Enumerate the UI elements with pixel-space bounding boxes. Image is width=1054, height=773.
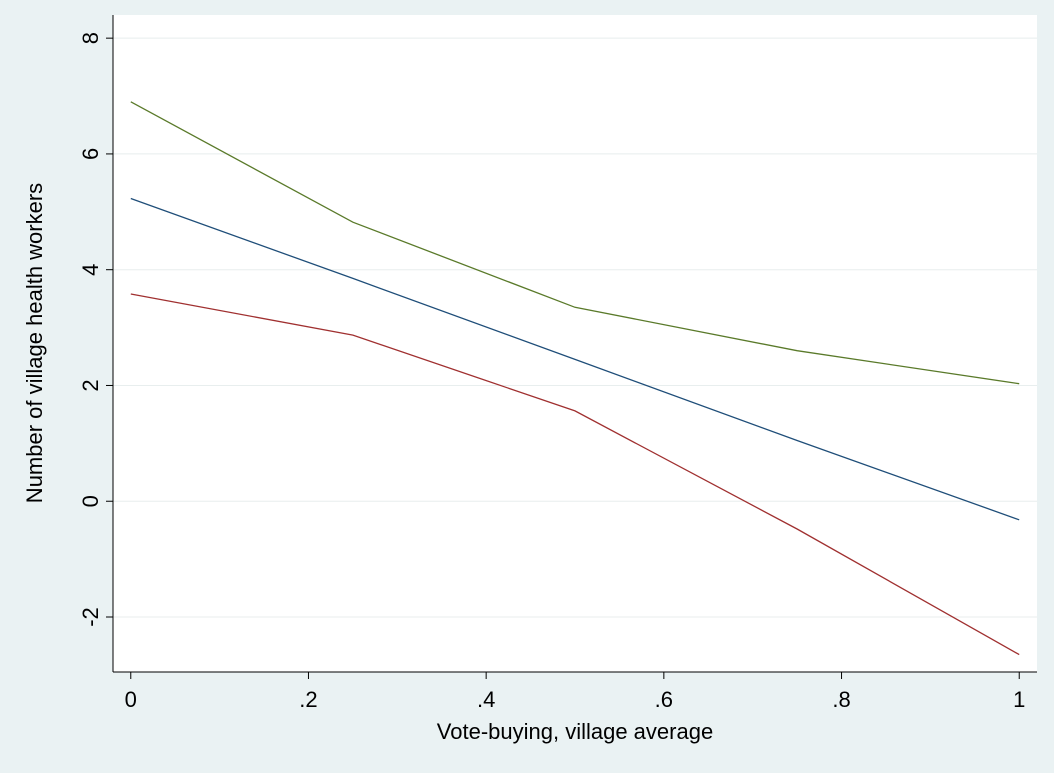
y-ticks: -2 0 2 4 6 8: [78, 32, 113, 627]
y-tick-label: 8: [78, 32, 103, 44]
x-tick-label: .2: [299, 687, 317, 712]
x-axis-title: Vote-buying, village average: [437, 719, 713, 744]
y-tick-label: -2: [78, 607, 103, 627]
y-tick-label: 4: [78, 264, 103, 276]
y-axis-title: Number of village health workers: [22, 183, 47, 503]
y-tick-label: 2: [78, 379, 103, 391]
x-ticks: 0 .2 .4 .6 .8 1: [125, 672, 1026, 712]
y-tick-label: 6: [78, 148, 103, 160]
y-tick-label: 0: [78, 495, 103, 507]
x-tick-label: 0: [125, 687, 137, 712]
x-tick-label: 1: [1013, 687, 1025, 712]
x-tick-label: .4: [477, 687, 495, 712]
x-tick-label: .8: [832, 687, 850, 712]
plot-area: [113, 15, 1037, 672]
x-tick-label: .6: [655, 687, 673, 712]
